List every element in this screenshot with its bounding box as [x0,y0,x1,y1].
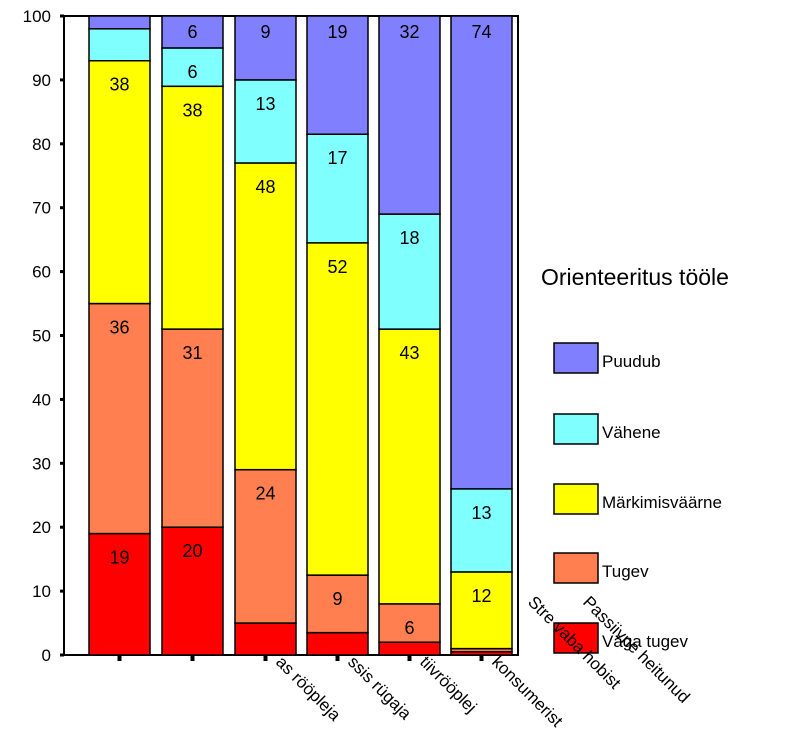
bar-segment [161,47,224,88]
legend-label: Väga tugev [602,632,689,651]
bar-segment [88,302,151,535]
bar-segment [161,526,224,656]
bar-value-label: 13 [471,503,491,523]
bar-segment [161,15,224,49]
bar-segment [88,532,151,656]
bar-value-label: 48 [255,177,275,197]
bar-segment [88,59,151,305]
y-tick-label: 10 [32,582,51,601]
x-category-label: tiivrööplej [416,652,480,716]
bar-segment [306,631,369,656]
bar-value-label: 36 [109,318,129,338]
y-tick-label: 0 [42,646,51,665]
y-tick-label: 90 [32,71,51,90]
bar-segment [306,15,369,135]
y-tick-label: 100 [23,7,51,26]
bar-value-label: 38 [109,75,129,95]
bar-segment [450,15,513,490]
bar-segment [234,162,297,471]
y-tick-label: 30 [32,454,51,473]
bar-value-label: 52 [327,257,347,277]
y-tick-label: 70 [32,199,51,218]
bar-segment [234,15,297,81]
bar-value-label: 6 [187,22,197,42]
bar-value-label: 43 [399,343,419,363]
bar-segment [88,15,151,30]
y-tick-label: 80 [32,135,51,154]
x-category-label: ssis rügaja [344,652,415,723]
bar-value-label: 12 [471,586,491,606]
bar-value-label: 18 [399,228,419,248]
bar-segment [378,328,441,605]
legend-label: Puudub [602,352,661,371]
bar-value-label: 13 [255,94,275,114]
legend-swatch [553,413,599,445]
legend-swatch [553,622,599,654]
y-tick-label: 50 [32,327,51,346]
x-tick-mark [263,656,268,661]
bar-value-label: 19 [109,548,129,568]
bar-segment [378,213,441,330]
y-tick-label: 40 [32,390,51,409]
bar-value-label: 31 [182,343,202,363]
bar-segment [450,488,513,573]
bar-segment [306,242,369,576]
bar-segment [234,79,297,164]
legend-swatch [553,483,599,515]
bar-segment [306,133,369,244]
bar-segment [234,622,297,656]
bar-segment [161,85,224,330]
bar-value-label: 9 [260,22,270,42]
x-tick-mark [479,656,484,661]
legend-label: Märkimisväärne [602,493,722,512]
bar-value-label: 32 [399,22,419,42]
legend-swatch [553,342,599,374]
y-tick-label: 60 [32,263,51,282]
bar-value-label: 38 [182,100,202,120]
bar-segment [88,28,151,62]
x-tick-mark [117,656,122,661]
bar-segment [450,571,513,650]
x-tick-mark [190,656,195,661]
legend-label: Tugev [602,562,649,581]
bar-segment [378,15,441,215]
bar-value-label: 20 [182,541,202,561]
legend-swatch [553,552,599,584]
y-tick-label: 20 [32,518,51,537]
legend-title: Orienteeritus tööle [541,264,729,290]
bar-value-label: 6 [187,62,197,82]
legend-label: Vähene [602,423,661,442]
bar-value-label: 19 [327,22,347,42]
bar-value-label: 6 [404,618,414,638]
bar-segment [378,603,441,643]
bar-value-label: 9 [332,589,342,609]
bar-value-label: 17 [327,148,347,168]
x-tick-mark [407,656,412,661]
bar-segment [306,574,369,634]
bar-value-label: 74 [471,22,491,42]
x-category-label: as rööpleja [272,652,345,725]
bar-value-label: 24 [255,484,275,504]
x-tick-mark [335,656,340,661]
bar-segment [161,328,224,528]
x-category-label: konsumerist [488,652,566,730]
